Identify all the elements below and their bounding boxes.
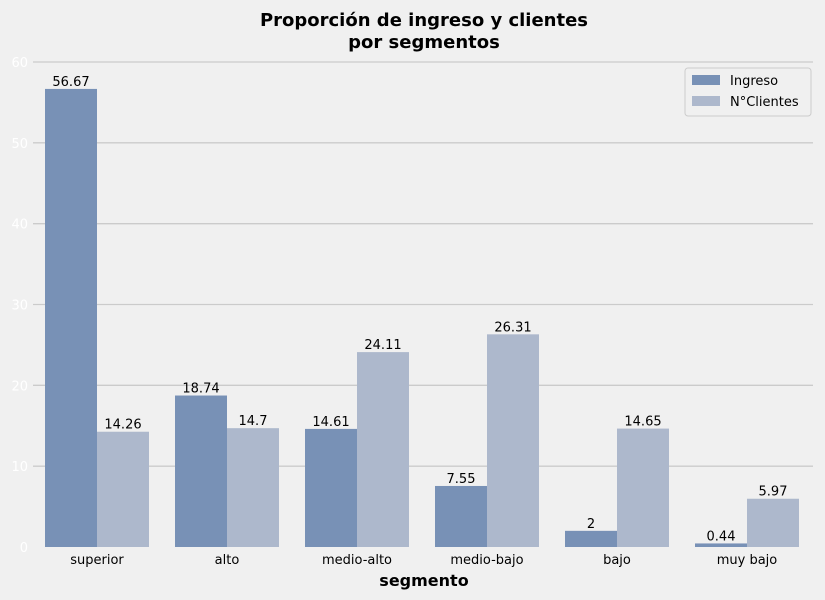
bar-n-clientes-alto (227, 428, 279, 547)
y-tick-label-60: 60 (11, 56, 28, 71)
value-label-n-clientes-muy-bajo: 5.97 (759, 485, 788, 500)
gridlines (33, 61, 813, 467)
y-axis-ticks: 0 10 20 30 40 50 60 (11, 56, 28, 556)
value-label-ingreso-alto: 18.74 (182, 382, 219, 397)
value-labels: 56.67 14.26 18.74 14.7 14.61 24.11 7.55 26.31 2 1… (52, 75, 787, 545)
value-label-ingreso-muy-bajo: 0.44 (707, 529, 736, 544)
bar-n-clientes-bajo (617, 428, 669, 547)
y-tick-label-40: 40 (11, 218, 28, 233)
bar-ingreso-muy-bajo (695, 543, 747, 547)
x-axis-label: segmento (379, 571, 468, 590)
bar-ingreso-medio-bajo (435, 485, 487, 547)
value-label-n-clientes-superior: 14.26 (104, 418, 141, 433)
value-label-ingreso-bajo: 2 (587, 517, 595, 532)
value-label-ingreso-medio-bajo: 7.55 (447, 472, 476, 487)
x-tick-label-bajo: bajo (603, 553, 631, 568)
value-label-n-clientes-alto: 14.7 (239, 414, 268, 429)
value-label-ingreso-medio-alto: 14.61 (312, 415, 349, 430)
legend-swatch-ingreso (692, 75, 720, 85)
chart-title-line-1: Proporción de ingreso y clientes (260, 10, 588, 31)
bar-n-clientes-medio-bajo (487, 334, 539, 547)
bars (45, 88, 799, 547)
y-tick-label-20: 20 (11, 379, 28, 394)
value-label-ingreso-superior: 56.67 (52, 75, 89, 90)
x-axis-ticks: superior alto medio-alto medio-bajo bajo muy … (70, 553, 777, 568)
bar-ingreso-medio-alto (305, 428, 357, 547)
bar-n-clientes-superior (97, 431, 149, 547)
legend-label-nclientes: N°Clientes (730, 95, 799, 110)
legend-label-ingreso: Ingreso (730, 74, 778, 89)
y-tick-label-10: 10 (11, 460, 28, 475)
bar-ingreso-superior (45, 88, 97, 547)
value-label-n-clientes-bajo: 14.65 (624, 415, 661, 430)
bar-ingreso-bajo (565, 530, 617, 547)
x-tick-label-alto: alto (215, 553, 240, 568)
y-tick-label-50: 50 (11, 137, 28, 152)
y-tick-label-0: 0 (20, 541, 28, 556)
y-tick-label-30: 30 (11, 299, 28, 314)
x-tick-label-muy-bajo: muy bajo (717, 553, 778, 568)
bar-ingreso-alto (175, 395, 227, 547)
chart-title-line-2: por segmentos (348, 32, 500, 53)
legend-swatch-nclientes (692, 96, 720, 106)
legend: Ingreso N°Clientes (684, 67, 812, 117)
bar-n-clientes-medio-alto (357, 352, 409, 547)
x-tick-label-medio-alto: medio-alto (322, 553, 392, 568)
x-tick-label-medio-bajo: medio-bajo (450, 553, 523, 568)
value-label-n-clientes-medio-alto: 24.11 (364, 338, 401, 353)
value-label-n-clientes-medio-bajo: 26.31 (494, 320, 531, 335)
x-tick-label-superior: superior (70, 553, 124, 568)
bar-n-clientes-muy-bajo (747, 498, 799, 547)
